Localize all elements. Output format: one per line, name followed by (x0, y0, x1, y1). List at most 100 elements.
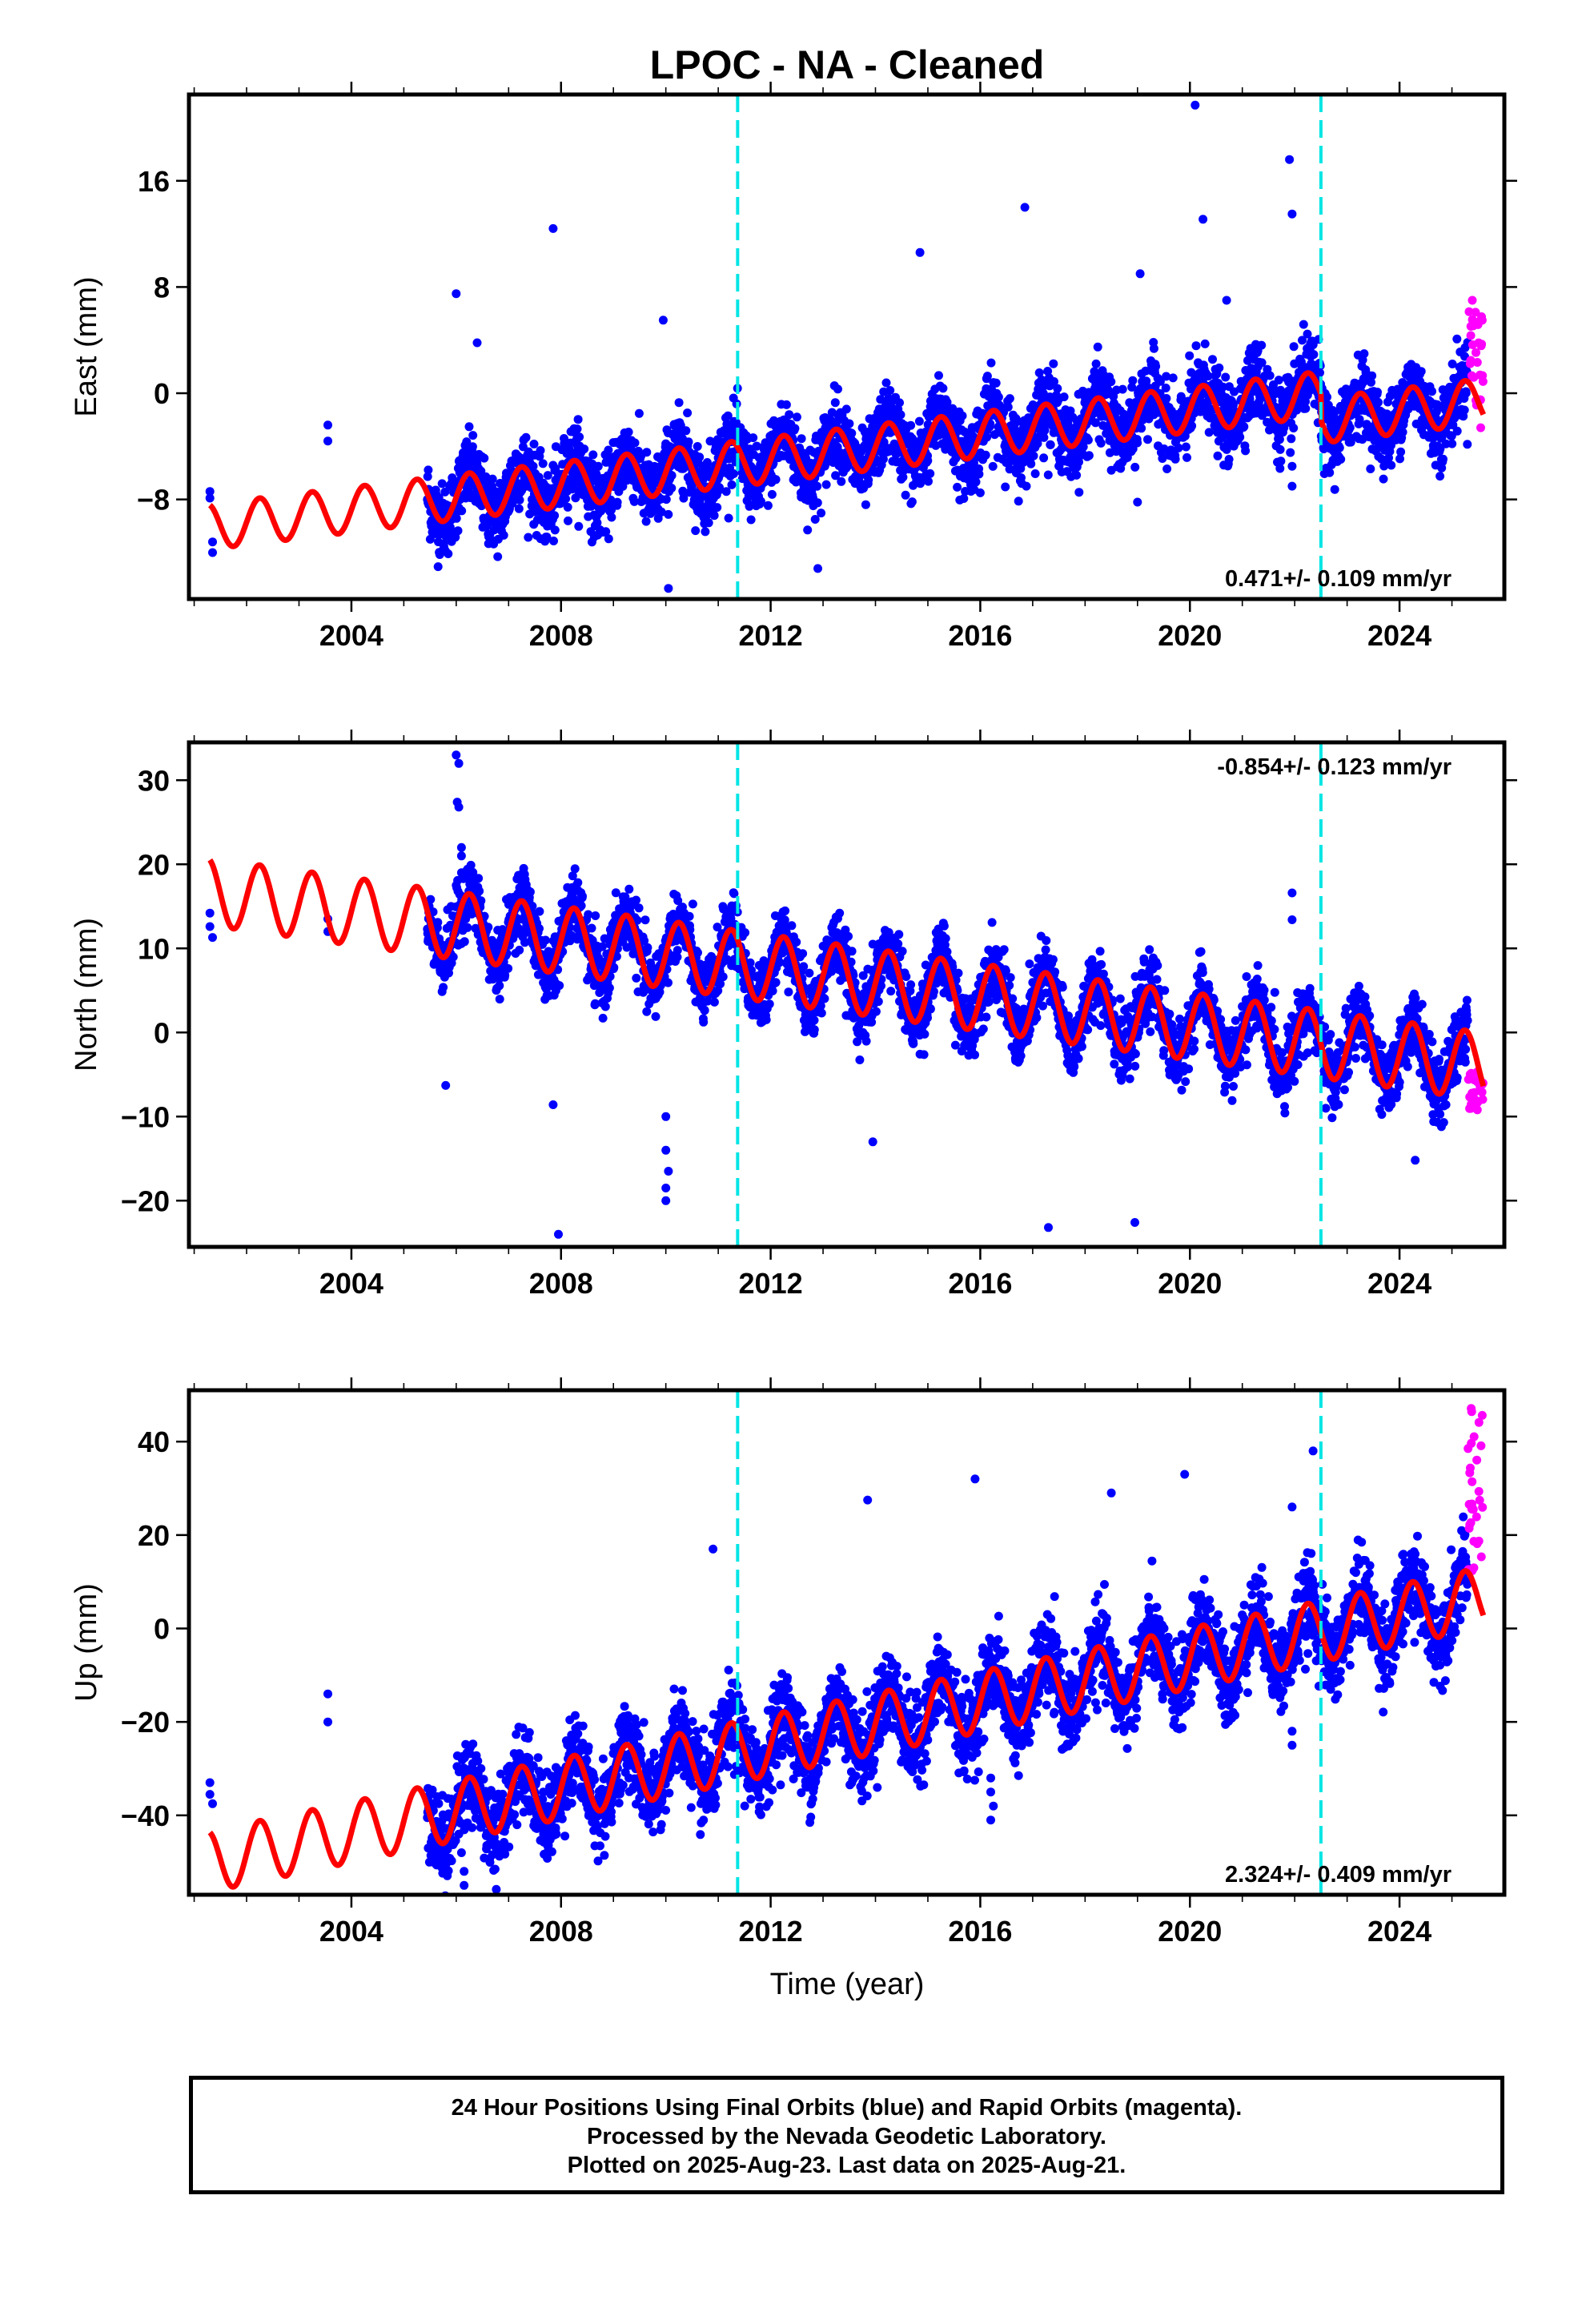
final-orbit-point (729, 469, 738, 478)
final-orbit-point (1435, 472, 1445, 481)
final-orbit-point (1257, 340, 1267, 350)
final-orbit-point (982, 372, 992, 381)
final-orbit-point (205, 493, 215, 503)
y-tick-label: 16 (138, 165, 170, 198)
plot-area-east (205, 94, 1488, 599)
final-orbit-point (529, 440, 539, 448)
final-orbit-point (1039, 453, 1049, 463)
final-orbit-point (938, 384, 948, 393)
final-orbit-point (515, 945, 524, 955)
final-orbit-point (861, 500, 870, 509)
final-orbit-point (775, 958, 785, 967)
final-orbit-point (634, 408, 644, 418)
final-orbit-point (749, 433, 758, 443)
final-orbit-point (681, 426, 691, 436)
final-orbit-point (885, 386, 895, 395)
final-orbit-point (208, 548, 217, 557)
final-orbit-point (763, 501, 773, 510)
final-orbit-point (1285, 155, 1295, 164)
final-orbit-point (797, 434, 806, 444)
final-orbit-point (1461, 388, 1471, 398)
final-orbit-point (664, 584, 673, 593)
final-orbit-point (580, 444, 589, 454)
final-orbit-point (683, 408, 693, 418)
final-orbit-point (641, 517, 651, 526)
panel-north: 2004 2008 2012 2016 2020 2024−20−100102030Nor… (70, 730, 1517, 1300)
final-orbit-point (555, 981, 564, 991)
final-orbit-point (752, 441, 761, 451)
final-orbit-point (673, 946, 682, 955)
final-orbit-point (1366, 464, 1375, 473)
rapid-orbit-point (1476, 423, 1485, 432)
final-orbit-point (1046, 440, 1055, 449)
final-orbit-point (792, 412, 801, 422)
final-orbit-point (480, 453, 489, 463)
final-orbit-point (661, 495, 671, 505)
final-orbit-point (771, 978, 781, 987)
final-orbit-point (1096, 438, 1106, 448)
final-orbit-point (578, 891, 587, 901)
final-orbit-point (1215, 363, 1224, 372)
final-orbit-point (994, 392, 1003, 402)
final-orbit-point (1026, 459, 1036, 468)
final-orbit-point (423, 472, 432, 481)
final-orbit-point (1072, 470, 1082, 480)
final-orbit-point (640, 915, 650, 925)
final-orbit-point (771, 475, 781, 485)
final-orbit-point (1374, 397, 1383, 407)
final-orbit-point (1427, 387, 1436, 396)
final-orbit-point (521, 432, 531, 442)
final-orbit-point (746, 515, 756, 525)
final-orbit-point (695, 452, 705, 462)
final-orbit-point (488, 474, 497, 484)
final-orbit-point (651, 1011, 661, 1021)
final-orbit-point (572, 424, 582, 434)
final-orbit-point (495, 981, 504, 991)
final-orbit-point (1022, 481, 1031, 491)
final-orbit-point (684, 437, 693, 447)
rapid-orbit-point (1466, 331, 1476, 340)
chart-title: LPOC - NA - Cleaned (650, 42, 1045, 87)
final-orbit-point (604, 445, 613, 455)
final-orbit-point (1323, 392, 1331, 402)
final-orbit-point (658, 316, 668, 325)
final-orbit-point (323, 420, 332, 430)
final-orbit-point (1133, 438, 1142, 448)
final-orbit-point (975, 488, 985, 497)
final-orbit-point (1452, 334, 1462, 344)
final-orbit-point (986, 358, 996, 368)
final-orbit-point (561, 494, 571, 504)
final-orbit-point (1135, 269, 1145, 279)
rapid-orbit-point (1468, 296, 1477, 305)
final-orbit-point (1239, 422, 1249, 432)
final-orbit-point (1359, 349, 1369, 359)
final-orbit-point (1005, 394, 1014, 404)
final-orbit-point (592, 518, 602, 528)
final-orbit-point (1287, 434, 1296, 444)
final-orbit-point (667, 471, 677, 480)
final-orbit-point (563, 502, 572, 512)
final-orbit-point (1014, 497, 1023, 506)
final-orbit-point (700, 1006, 709, 1015)
final-orbit-point (1151, 362, 1161, 371)
final-orbit-point (1059, 392, 1069, 402)
final-orbit-point (1200, 339, 1210, 348)
final-orbit-point (791, 477, 801, 487)
final-orbit-point (1137, 424, 1146, 433)
final-orbit-point (548, 223, 558, 233)
final-orbit-point (433, 562, 443, 572)
final-orbit-point (702, 458, 712, 467)
final-orbit-point (914, 416, 924, 426)
x-tick-label: 2016 (948, 619, 1012, 652)
final-orbit-point (901, 490, 910, 500)
final-orbit-point (1168, 373, 1178, 383)
rapid-orbit-point (1478, 376, 1488, 386)
final-orbit-point (1367, 371, 1377, 380)
final-orbit-point (1053, 384, 1062, 393)
final-orbit-point (1274, 376, 1283, 385)
x-tick-label: 2008 (529, 619, 593, 652)
final-orbit-point (709, 511, 719, 521)
final-orbit-point (570, 864, 580, 874)
final-orbit-point (464, 422, 474, 432)
final-orbit-point (1396, 447, 1406, 456)
